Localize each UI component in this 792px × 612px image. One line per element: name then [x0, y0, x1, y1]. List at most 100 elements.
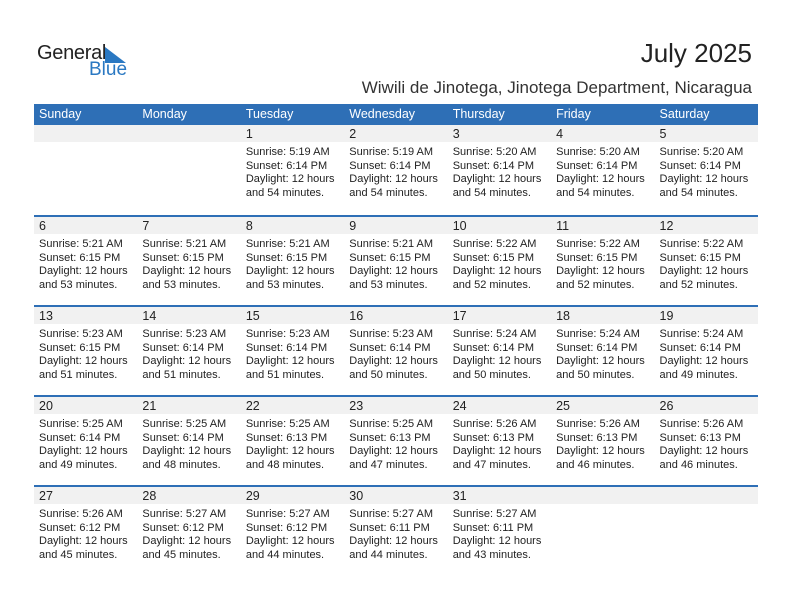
sunrise-text: Sunrise: 5:23 AM	[245, 328, 330, 340]
empty-cell	[655, 487, 758, 562]
sunset-text: Sunset: 6:14 PM	[452, 159, 535, 172]
day-number: 24	[452, 399, 467, 413]
daylight-text: Daylight: 12 hours	[659, 265, 749, 277]
sunrise-text: Sunrise: 5:26 AM	[39, 508, 123, 520]
day-number: 27	[39, 489, 53, 503]
day-number: 16	[349, 309, 364, 323]
daylight-minutes-text: and 49 minutes.	[39, 458, 118, 471]
daylight-minutes-text: and 53 minutes.	[349, 278, 428, 291]
sunrise-text: Sunrise: 5:24 AM	[659, 328, 744, 340]
day-cell: 10 Sunrise: 5:22 AM Sunset: 6:15 PM Dayligh…	[448, 217, 551, 292]
date-band	[34, 487, 758, 504]
sunrise-text: Sunrise: 5:19 AM	[245, 146, 330, 158]
daylight-text: Daylight: 12 hours	[245, 173, 335, 185]
daylight-text: Daylight: 12 hours	[556, 355, 645, 367]
day-cell: 16 Sunrise: 5:23 AM Sunset: 6:14 PM Dayligh…	[344, 307, 447, 382]
day-cell: 23 Sunrise: 5:25 AM Sunset: 6:13 PM Dayligh…	[344, 397, 447, 472]
daylight-text: Daylight: 12 hours	[452, 355, 542, 367]
daylight-text: Daylight: 12 hours	[349, 445, 438, 457]
day-number: 18	[556, 309, 571, 323]
week-row: 27 Sunrise: 5:26 AM Sunset: 6:12 PM Dayligh…	[34, 485, 758, 575]
daylight-text: Daylight: 12 hours	[39, 535, 128, 547]
sunrise-text: Sunrise: 5:27 AM	[452, 508, 537, 520]
sunrise-text: Sunrise: 5:23 AM	[142, 328, 227, 340]
sunset-text: Sunset: 6:13 PM	[349, 431, 431, 444]
weekday-header-row: Sunday Monday Tuesday Wednesday Thursday Frid…	[34, 104, 758, 125]
daylight-minutes-text: and 48 minutes.	[142, 458, 221, 471]
sunrise-text: Sunrise: 5:21 AM	[349, 238, 434, 250]
sunset-text: Sunset: 6:13 PM	[659, 431, 741, 444]
day-cell: 31 Sunrise: 5:27 AM Sunset: 6:11 PM Dayligh…	[448, 487, 551, 562]
daylight-text: Daylight: 12 hours	[142, 265, 232, 277]
sunset-text: Sunset: 6:14 PM	[142, 431, 224, 444]
day-cell: 3 Sunrise: 5:20 AM Sunset: 6:14 PM Daylight…	[448, 125, 551, 200]
daylight-minutes-text: and 43 minutes.	[452, 548, 531, 561]
daylight-minutes-text: and 44 minutes.	[349, 548, 428, 561]
location-subtitle: Wiwili de Jinotega, Jinotega Department,…	[361, 78, 752, 97]
sunrise-text: Sunrise: 5:22 AM	[659, 238, 744, 250]
sunset-text: Sunset: 6:15 PM	[245, 251, 328, 264]
daylight-minutes-text: and 47 minutes.	[452, 458, 531, 471]
calendar-grid: Sunday Monday Tuesday Wednesday Thursday Frid…	[34, 104, 758, 575]
day-number: 22	[245, 399, 260, 413]
weekday-monday: Monday	[142, 107, 187, 121]
day-cell: 28 Sunrise: 5:27 AM Sunset: 6:12 PM Dayligh…	[137, 487, 240, 562]
sunset-text: Sunset: 6:11 PM	[452, 521, 534, 534]
daylight-minutes-text: and 47 minutes.	[349, 458, 428, 471]
weekday-sunday: Sunday	[39, 107, 82, 121]
sunrise-text: Sunrise: 5:26 AM	[452, 418, 537, 430]
sunrise-text: Sunrise: 5:20 AM	[659, 146, 744, 158]
sunset-text: Sunset: 6:12 PM	[245, 521, 328, 534]
date-band	[34, 397, 758, 414]
day-number: 6	[39, 219, 46, 233]
day-cell: 21 Sunrise: 5:25 AM Sunset: 6:14 PM Dayligh…	[137, 397, 240, 472]
sunrise-text: Sunrise: 5:27 AM	[349, 508, 434, 520]
weekday-tuesday: Tuesday	[245, 107, 294, 121]
daylight-minutes-text: and 48 minutes.	[245, 458, 325, 471]
weekday-thursday: Thursday	[452, 107, 505, 121]
sunset-text: Sunset: 6:15 PM	[349, 251, 431, 264]
day-number: 12	[659, 219, 674, 233]
day-cell: 30 Sunrise: 5:27 AM Sunset: 6:11 PM Dayligh…	[344, 487, 447, 562]
logo: General Blue	[37, 42, 137, 82]
day-number: 4	[556, 127, 564, 141]
sunset-text: Sunset: 6:14 PM	[556, 159, 638, 172]
daylight-text: Daylight: 12 hours	[349, 173, 438, 185]
daylight-text: Daylight: 12 hours	[349, 535, 438, 547]
day-cell: 24 Sunrise: 5:26 AM Sunset: 6:13 PM Dayligh…	[448, 397, 551, 472]
daylight-text: Daylight: 12 hours	[39, 355, 128, 367]
daylight-minutes-text: and 54 minutes.	[245, 186, 325, 199]
sunset-text: Sunset: 6:14 PM	[452, 341, 535, 354]
day-number: 31	[452, 489, 467, 503]
daylight-minutes-text: and 51 minutes.	[142, 368, 221, 381]
sunset-text: Sunset: 6:15 PM	[39, 341, 121, 354]
day-cell: 1 Sunrise: 5:19 AM Sunset: 6:14 PM Daylight…	[241, 125, 344, 200]
day-cell: 9 Sunrise: 5:21 AM Sunset: 6:15 PM Daylight…	[344, 217, 447, 292]
date-band	[34, 125, 758, 142]
day-cell: 27 Sunrise: 5:26 AM Sunset: 6:12 PM Dayligh…	[34, 487, 137, 562]
daylight-text: Daylight: 12 hours	[245, 445, 335, 457]
day-number: 19	[659, 309, 674, 323]
day-cell: 18 Sunrise: 5:24 AM Sunset: 6:14 PM Dayligh…	[551, 307, 654, 382]
daylight-minutes-text: and 50 minutes.	[349, 368, 428, 381]
sunrise-text: Sunrise: 5:20 AM	[452, 146, 537, 158]
sunset-text: Sunset: 6:15 PM	[142, 251, 224, 264]
logo-text-blue: Blue	[89, 59, 128, 80]
day-cell: 7 Sunrise: 5:21 AM Sunset: 6:15 PM Daylight…	[137, 217, 240, 292]
daylight-text: Daylight: 12 hours	[245, 265, 335, 277]
day-number: 28	[142, 489, 157, 503]
sunrise-text: Sunrise: 5:27 AM	[245, 508, 330, 520]
daylight-minutes-text: and 50 minutes.	[452, 368, 531, 381]
sunrise-text: Sunrise: 5:26 AM	[556, 418, 640, 430]
daylight-minutes-text: and 50 minutes.	[556, 368, 635, 381]
daylight-text: Daylight: 12 hours	[349, 355, 438, 367]
sunset-text: Sunset: 6:14 PM	[556, 341, 638, 354]
daylight-minutes-text: and 46 minutes.	[659, 458, 738, 471]
day-number: 9	[349, 219, 357, 233]
sunset-text: Sunset: 6:14 PM	[349, 341, 431, 354]
day-number: 13	[39, 309, 53, 323]
sunrise-text: Sunrise: 5:21 AM	[39, 238, 123, 250]
day-cell: 2 Sunrise: 5:19 AM Sunset: 6:14 PM Daylight…	[344, 125, 447, 200]
sunset-text: Sunset: 6:14 PM	[349, 159, 431, 172]
daylight-text: Daylight: 12 hours	[452, 173, 542, 185]
